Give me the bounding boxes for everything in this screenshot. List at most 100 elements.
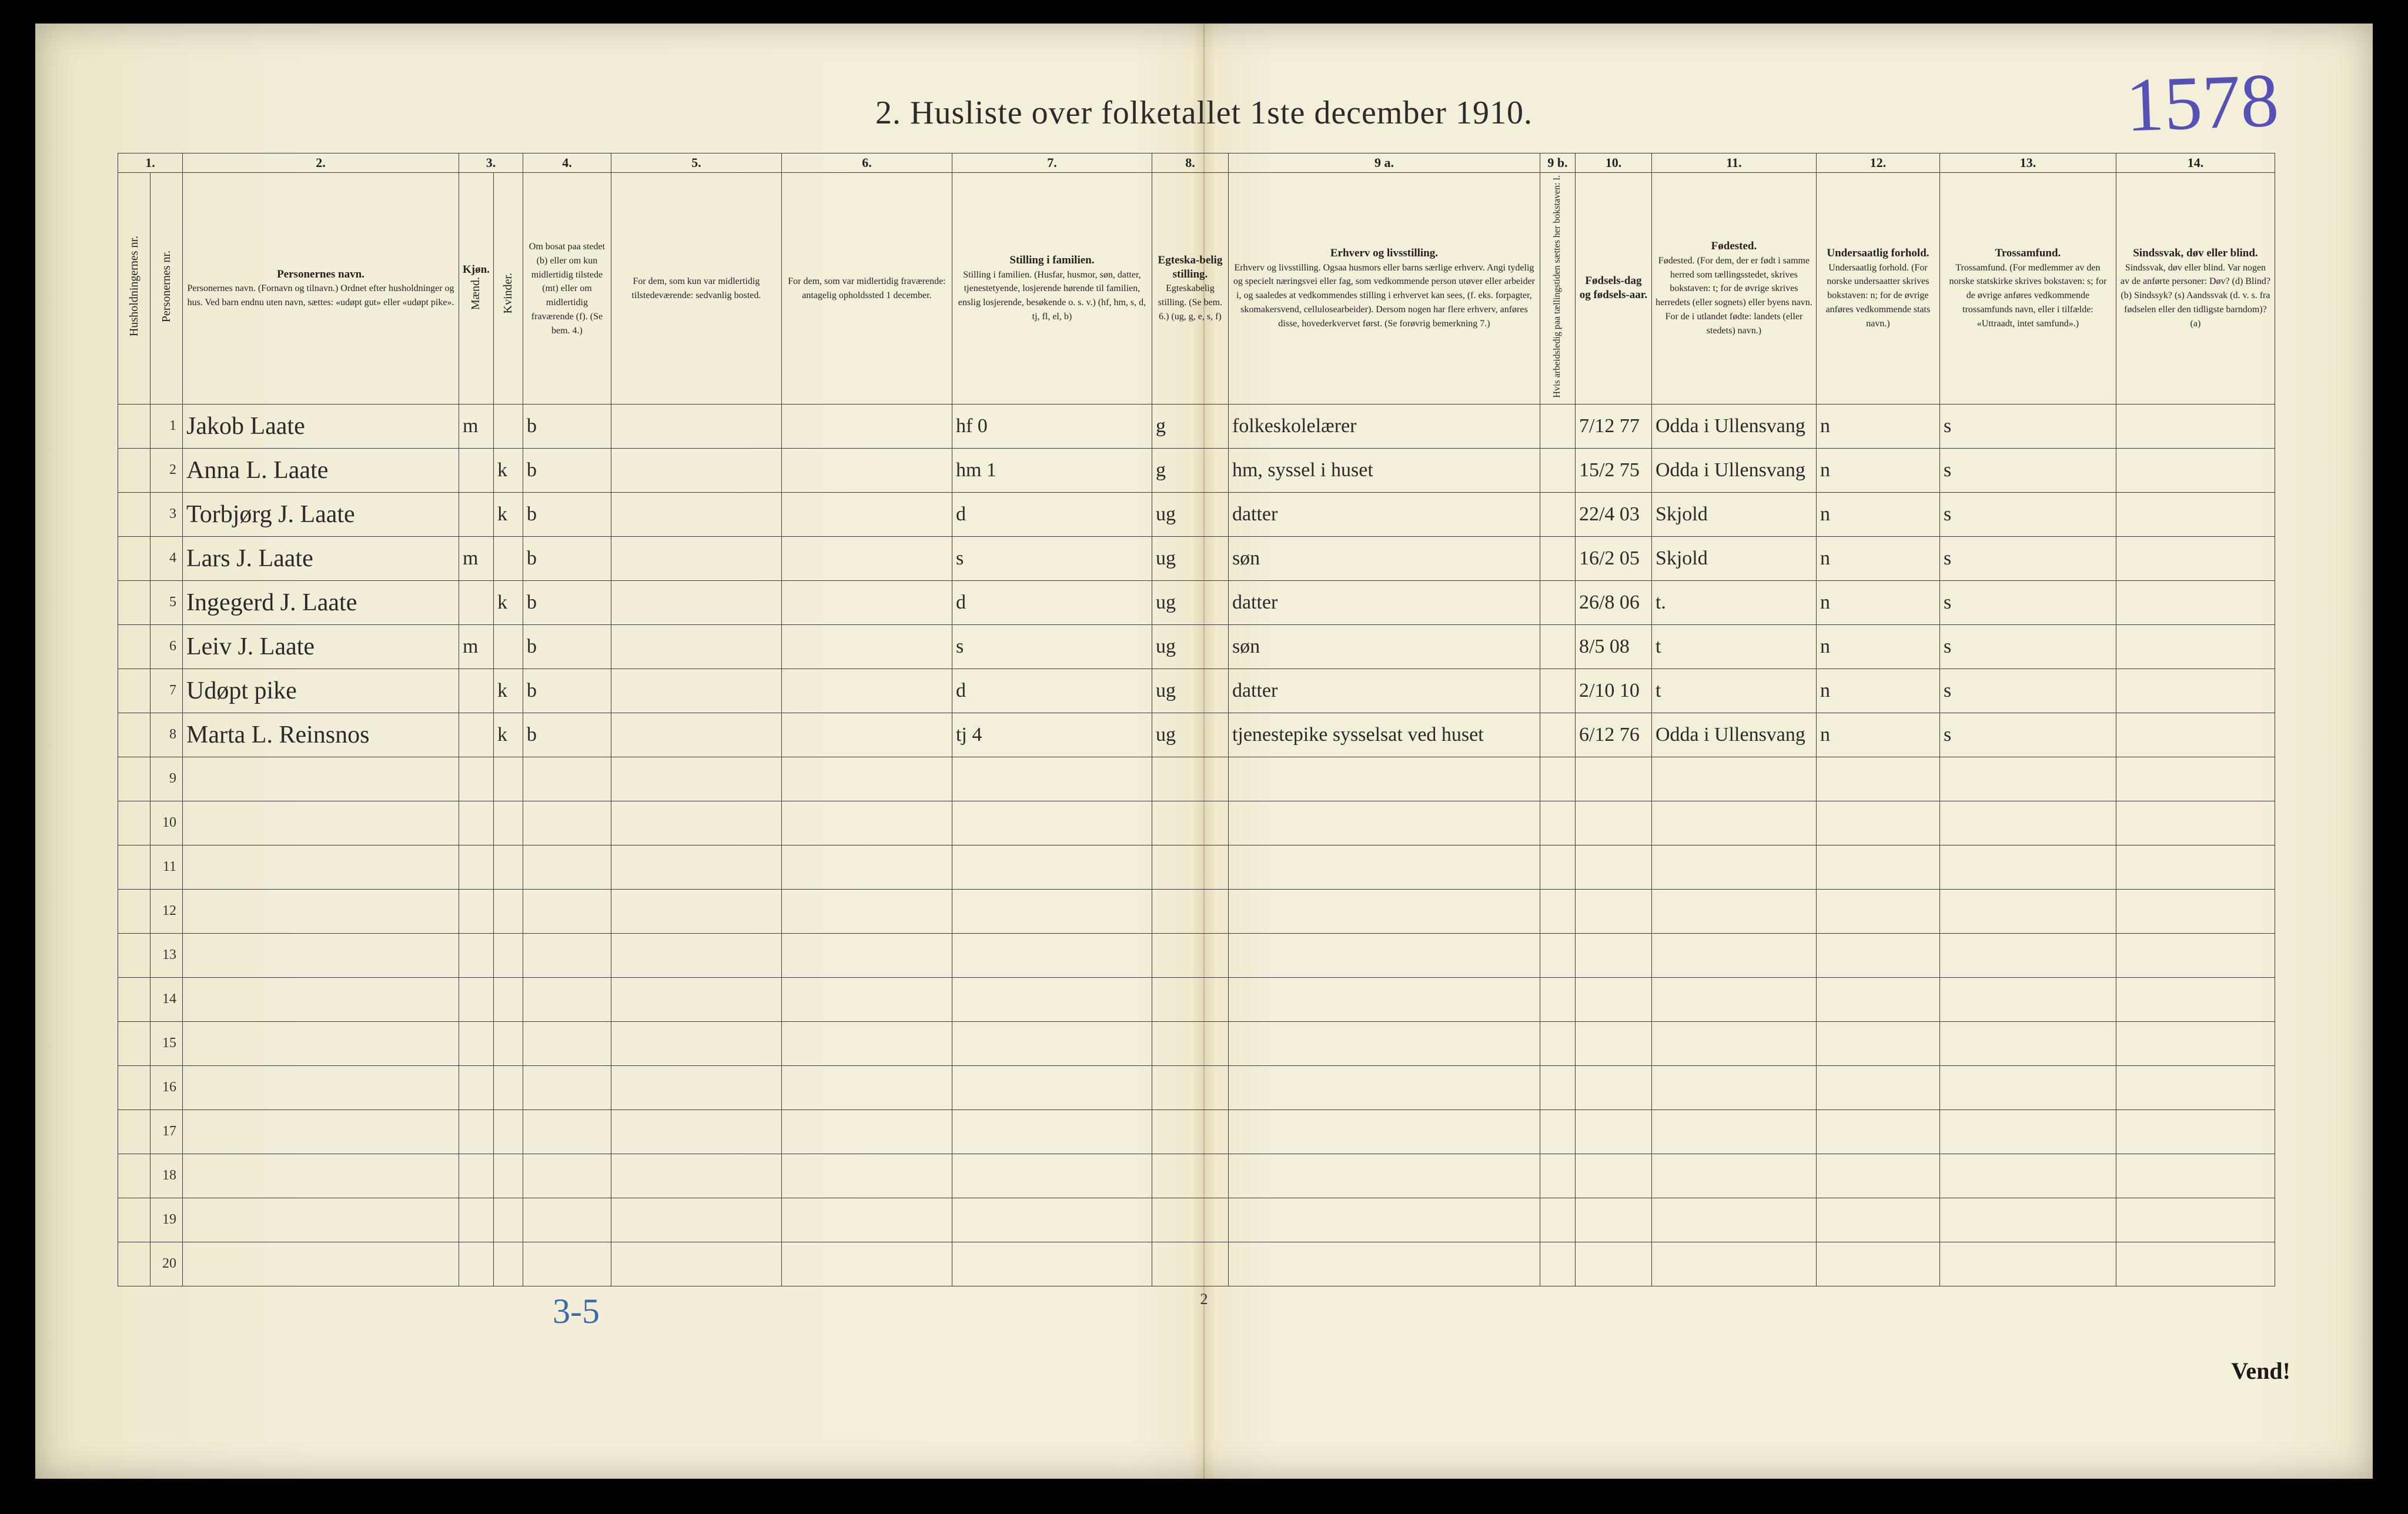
cell-whereabouts xyxy=(781,713,952,757)
cell-disability xyxy=(2116,492,2275,536)
cell-sex-k xyxy=(493,624,523,669)
cell-family-position: d xyxy=(952,669,1152,713)
cell-usual-residence xyxy=(611,536,781,580)
cell-religion xyxy=(1939,889,2116,933)
cell-household-no xyxy=(118,1065,150,1109)
cell-sex-m xyxy=(459,977,494,1021)
cell-birthdate xyxy=(1575,977,1651,1021)
cell-religion: s xyxy=(1939,624,2116,669)
header-person-no: Personernes nr. xyxy=(150,172,183,404)
cell-religion: s xyxy=(1939,713,2116,757)
cell-usual-residence xyxy=(611,404,781,448)
cell-occupation xyxy=(1228,801,1540,845)
cell-religion xyxy=(1939,933,2116,977)
cell-usual-residence xyxy=(611,580,781,624)
cell-sex-m: m xyxy=(459,536,494,580)
cell-resident xyxy=(523,757,611,801)
cell-marital xyxy=(1152,933,1228,977)
header-nationality: Undersaatlig forhold.Undersaatlig forhol… xyxy=(1816,172,1939,404)
header-household-no: Husholdningernes nr. xyxy=(118,172,150,404)
cell-marital xyxy=(1152,977,1228,1021)
cell-household-no xyxy=(118,669,150,713)
cell-occupation: søn xyxy=(1228,624,1540,669)
table-row: 17 xyxy=(118,1109,2275,1154)
cell-birthplace: t. xyxy=(1651,580,1816,624)
cell-sex-k xyxy=(493,1198,523,1242)
cell-whereabouts xyxy=(781,845,952,889)
cell-marital xyxy=(1152,1198,1228,1242)
table-row: 3Torbjørg J. Laatekbdugdatter22/4 03Skjo… xyxy=(118,492,2275,536)
cell-household-no xyxy=(118,1242,150,1286)
cell-resident xyxy=(523,1154,611,1198)
cell-sex-m xyxy=(459,1198,494,1242)
cell-resident xyxy=(523,933,611,977)
cell-disability xyxy=(2116,580,2275,624)
cell-family-position: tj 4 xyxy=(952,713,1152,757)
cell-household-no xyxy=(118,536,150,580)
cell-sex-k xyxy=(493,536,523,580)
cell-person-no: 11 xyxy=(150,845,183,889)
census-table: 1. 2. 3. 4. 5. 6. 7. 8. 9 a. 9 b. 10. 11… xyxy=(118,153,2275,1286)
cell-disability xyxy=(2116,889,2275,933)
cell-birthplace: Odda i Ullensvang xyxy=(1651,448,1816,492)
cell-occupation: folkeskolelærer xyxy=(1228,404,1540,448)
cell-unemployed xyxy=(1540,889,1575,933)
cell-disability xyxy=(2116,845,2275,889)
cell-sex-m xyxy=(459,448,494,492)
cell-nationality xyxy=(1816,757,1939,801)
cell-nationality xyxy=(1816,1198,1939,1242)
cell-religion: s xyxy=(1939,492,2116,536)
cell-name: Ingegerd J. Laate xyxy=(183,580,459,624)
cell-unemployed xyxy=(1540,1021,1575,1065)
cell-unemployed xyxy=(1540,801,1575,845)
cell-name xyxy=(183,1154,459,1198)
cell-occupation xyxy=(1228,1242,1540,1286)
cell-unemployed xyxy=(1540,1065,1575,1109)
colnum-9a: 9 a. xyxy=(1228,153,1540,173)
cell-religion xyxy=(1939,1154,2116,1198)
cell-birthdate xyxy=(1575,889,1651,933)
cell-birthplace: Odda i Ullensvang xyxy=(1651,713,1816,757)
cell-disability xyxy=(2116,1242,2275,1286)
cell-household-no xyxy=(118,889,150,933)
cell-occupation xyxy=(1228,933,1540,977)
cell-whereabouts xyxy=(781,404,952,448)
cell-nationality: n xyxy=(1816,580,1939,624)
cell-religion: s xyxy=(1939,536,2116,580)
cell-name xyxy=(183,1198,459,1242)
cell-disability xyxy=(2116,933,2275,977)
cell-family-position: d xyxy=(952,492,1152,536)
cell-family-position xyxy=(952,845,1152,889)
printed-page-number: 2 xyxy=(1200,1291,1208,1308)
cell-sex-k xyxy=(493,1154,523,1198)
cell-family-position xyxy=(952,933,1152,977)
cell-nationality xyxy=(1816,1242,1939,1286)
cell-occupation xyxy=(1228,1065,1540,1109)
header-row: Husholdningernes nr. Personernes nr. Per… xyxy=(118,172,2275,404)
cell-nationality: n xyxy=(1816,536,1939,580)
cell-nationality xyxy=(1816,889,1939,933)
cell-sex-k xyxy=(493,404,523,448)
footer-handwritten-note: 3-5 xyxy=(553,1291,600,1332)
cell-religion xyxy=(1939,977,2116,1021)
cell-usual-residence xyxy=(611,889,781,933)
cell-disability xyxy=(2116,404,2275,448)
cell-disability xyxy=(2116,1065,2275,1109)
cell-usual-residence xyxy=(611,448,781,492)
header-sex-m: Kjøn.Mænd. xyxy=(459,172,494,404)
cell-usual-residence xyxy=(611,1154,781,1198)
cell-household-no xyxy=(118,1109,150,1154)
cell-occupation xyxy=(1228,845,1540,889)
cell-sex-m xyxy=(459,845,494,889)
table-row: 18 xyxy=(118,1154,2275,1198)
cell-person-no: 10 xyxy=(150,801,183,845)
cell-occupation: tjenestepike sysselsat ved huset xyxy=(1228,713,1540,757)
cell-birthdate: 6/12 76 xyxy=(1575,713,1651,757)
table-row: 16 xyxy=(118,1065,2275,1109)
cell-usual-residence xyxy=(611,845,781,889)
colnum-8: 8. xyxy=(1152,153,1228,173)
colnum-7: 7. xyxy=(952,153,1152,173)
cell-birthplace: Skjold xyxy=(1651,492,1816,536)
cell-unemployed xyxy=(1540,580,1575,624)
cell-religion xyxy=(1939,757,2116,801)
